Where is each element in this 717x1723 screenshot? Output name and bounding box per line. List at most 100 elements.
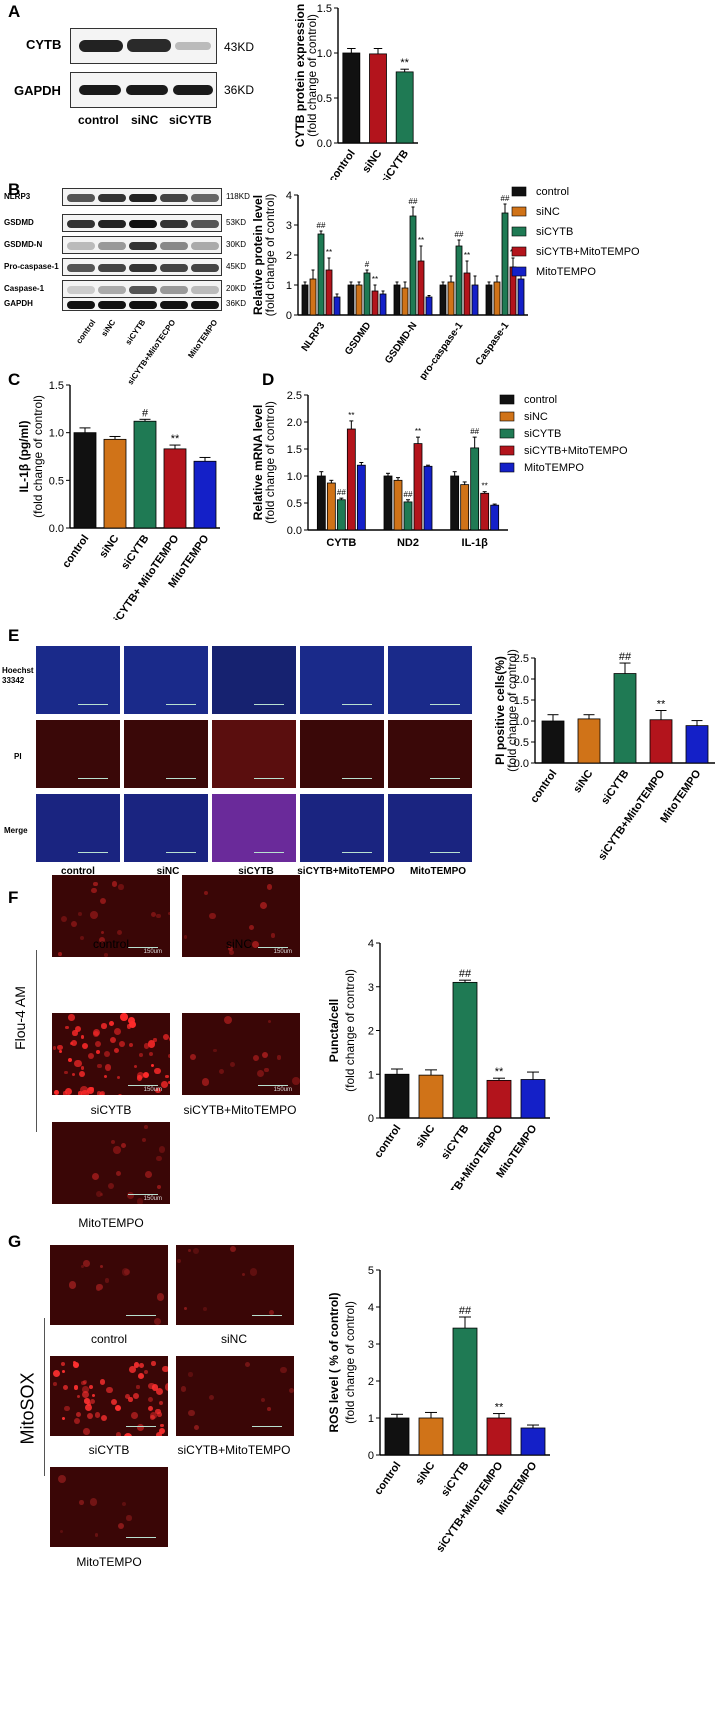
bar — [439, 284, 447, 316]
blot-band — [98, 242, 126, 250]
x-tick-label: GSDMD-N — [383, 320, 419, 365]
cell — [100, 1265, 104, 1269]
bar — [685, 725, 709, 764]
cell — [115, 1404, 122, 1411]
kd-label: 36KD — [224, 83, 255, 97]
cell — [109, 1021, 115, 1026]
y-tick-label: 3 — [368, 982, 374, 994]
cell — [62, 1369, 66, 1373]
blot-band — [98, 220, 126, 228]
cell — [89, 1086, 94, 1092]
cell — [71, 1040, 78, 1046]
cell — [86, 1412, 94, 1420]
cell — [64, 1070, 68, 1074]
legend-swatch — [511, 206, 527, 217]
cell — [218, 1068, 224, 1075]
cell — [188, 1409, 196, 1417]
bar — [393, 479, 403, 531]
cell — [93, 881, 99, 887]
x-tick-label: siCYTB — [599, 768, 631, 807]
cell — [136, 1198, 144, 1204]
cell — [115, 1432, 122, 1436]
bar — [417, 260, 425, 316]
scale-bar — [254, 704, 284, 705]
legend-swatch — [511, 186, 527, 197]
microscopy-image — [176, 1356, 294, 1436]
cell — [78, 1500, 84, 1506]
cell — [113, 1028, 121, 1036]
significance-label: ## — [317, 221, 326, 230]
y-tick-label: 2.5 — [287, 390, 302, 402]
x-tick-label: control — [372, 1460, 403, 1497]
y-axis-label: Relative mRNA level — [251, 405, 265, 521]
bar — [649, 719, 673, 764]
blot-label-cytb: CYTB — [26, 37, 62, 52]
cell — [267, 1407, 271, 1411]
y-tick-label: 2 — [286, 250, 292, 262]
cell — [101, 1023, 107, 1029]
y-tick-label: 4 — [368, 938, 374, 950]
cell — [271, 933, 276, 938]
legend-label: MitoTEMPO — [524, 462, 584, 474]
cell — [104, 1278, 109, 1283]
cell — [88, 1385, 93, 1390]
x-tick-label: siCYTB+MitoTEMPO — [434, 1459, 506, 1554]
significance-label: # — [142, 407, 149, 419]
cell — [77, 1091, 82, 1095]
cell — [104, 953, 108, 957]
stain-label: Flou-4 AM — [12, 986, 28, 1050]
cell — [126, 1515, 132, 1521]
scale-bar — [430, 852, 460, 853]
cell — [139, 1053, 143, 1057]
panel-letter-f: F — [8, 888, 19, 907]
image-caption: siNC — [226, 937, 252, 951]
bar — [613, 673, 637, 764]
y-tick-label: 3 — [368, 1339, 374, 1351]
chart-d: 0.0 0.5 1.0 1.5 2.0 2.5 Relative mRNA level(fo… — [251, 390, 628, 549]
cell — [65, 1026, 69, 1030]
blot-band — [67, 242, 95, 250]
cell — [168, 1054, 170, 1059]
cell — [187, 1248, 192, 1253]
cell — [57, 1044, 63, 1051]
cell — [133, 1065, 138, 1069]
cell — [204, 891, 209, 896]
cell — [92, 1030, 100, 1038]
cell — [80, 1089, 89, 1095]
bar — [452, 1327, 478, 1456]
cell — [113, 1048, 119, 1054]
column-label: control — [61, 866, 95, 877]
blot-band — [191, 301, 219, 309]
significance-label: ## — [337, 488, 346, 497]
x-tick-label: siNC — [571, 768, 595, 795]
cell — [209, 913, 216, 920]
chart-g: 0 1 2 3 4 5 ROS level ( % of control) (fold cha… — [327, 1265, 550, 1555]
cell — [100, 930, 104, 935]
bar — [423, 465, 433, 531]
significance-label: ** — [495, 1402, 504, 1414]
cell — [57, 1474, 66, 1483]
cell — [162, 1033, 169, 1040]
cell — [91, 1172, 99, 1180]
scale-bar — [166, 704, 196, 705]
significance-label: ** — [326, 248, 332, 257]
kd-label: 20KD — [226, 284, 247, 293]
cell — [149, 1414, 156, 1421]
cell — [208, 1394, 215, 1401]
cell — [118, 884, 124, 890]
microscopy-image — [212, 720, 296, 788]
cell — [194, 1425, 200, 1431]
blot-band — [191, 242, 219, 250]
bar — [301, 284, 309, 316]
bar — [452, 981, 478, 1119]
column-label: MitoTEMPO — [409, 866, 467, 877]
cell — [84, 1398, 90, 1404]
x-tick-label: siCYTB — [119, 533, 151, 572]
bar — [369, 53, 387, 144]
bar — [384, 1417, 410, 1456]
y-tick-label: 0.0 — [514, 758, 529, 770]
cell — [156, 913, 161, 918]
cell — [151, 1361, 156, 1366]
bar — [384, 1073, 410, 1119]
bar — [347, 284, 355, 316]
